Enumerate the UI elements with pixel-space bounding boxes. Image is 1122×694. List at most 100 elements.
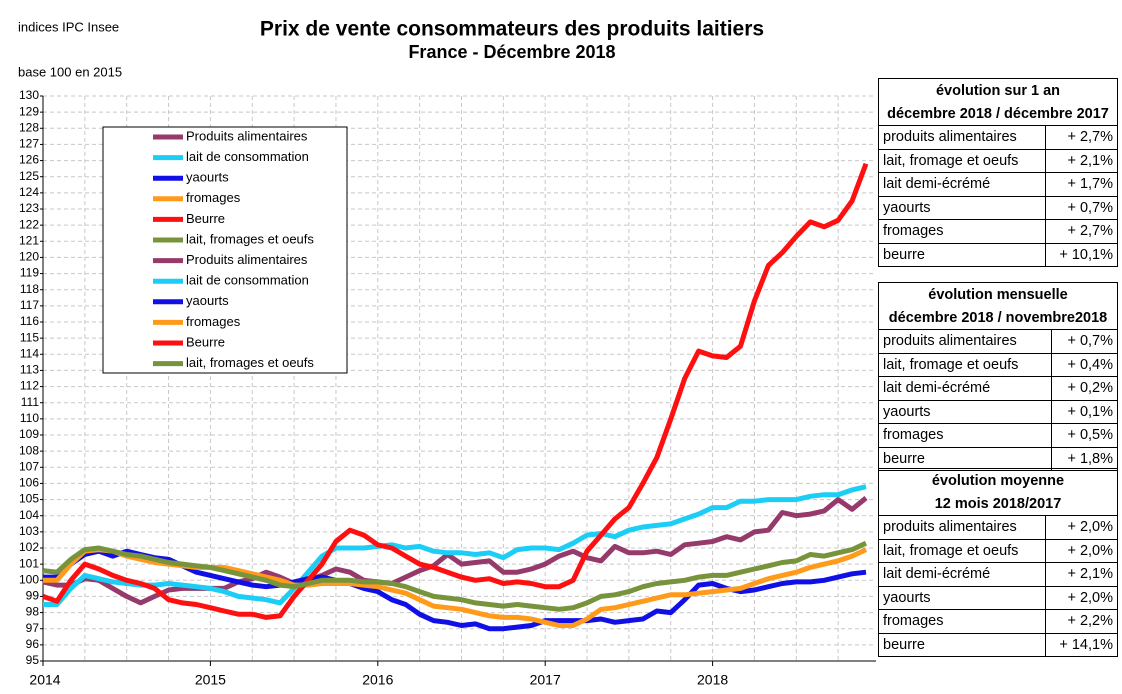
table-label: fromages <box>877 423 1053 448</box>
legend-label: fromages <box>186 314 241 329</box>
y-tick-label: 101 <box>19 556 39 570</box>
y-tick-label: 121 <box>19 233 39 247</box>
y-tick-label: 116 <box>20 314 39 328</box>
y-tick-label: 130 <box>19 88 39 102</box>
summary-table: évolution sur 1 an décembre 2018 / décemb… <box>878 78 1119 267</box>
table-label: produits alimentaires <box>878 125 1046 150</box>
legend-label: Beurre <box>186 211 225 226</box>
table-value: + 1,8% <box>1051 446 1118 471</box>
y-tick-label: 95 <box>26 653 40 667</box>
y-tick-label: 97 <box>26 621 40 635</box>
x-tick-label: 2015 <box>195 672 226 688</box>
table-label: lait demi-écrémé <box>878 172 1046 197</box>
y-tick-label: 96 <box>26 637 40 651</box>
y-tick-label: 119 <box>20 266 39 280</box>
table-value: + 10,1% <box>1044 242 1119 267</box>
legend-label: lait de consommation <box>186 273 309 288</box>
table-value: + 2,1% <box>1044 148 1119 173</box>
table-label: fromages <box>878 219 1046 244</box>
table-value: + 2,7% <box>1044 125 1119 150</box>
table-header: évolution moyenne <box>931 472 1065 489</box>
legend-label: yaourts <box>186 293 229 308</box>
legend-label: yaourts <box>186 170 229 185</box>
table-value: + 1,7% <box>1044 172 1119 197</box>
source: indices IPC Insee <box>18 19 119 34</box>
table-label: beurre <box>878 242 1046 267</box>
y-tick-label: 125 <box>19 169 39 183</box>
table-value: + 2,0% <box>1044 538 1119 563</box>
y-tick-label: 113 <box>20 363 39 377</box>
legend-label: lait de consommation <box>186 149 309 164</box>
chart-subtitle: France - Décembre 2018 <box>408 42 615 62</box>
y-tick-label: 115 <box>20 330 39 344</box>
y-tick-label: 105 <box>19 492 39 506</box>
table-value: + 14,1% <box>1044 632 1119 657</box>
y-tick-label: 122 <box>19 217 39 231</box>
legend-label: lait, fromages et oeufs <box>186 231 314 246</box>
y-tick-label: 127 <box>19 137 39 151</box>
y-tick-label: 100 <box>19 572 39 586</box>
table-value: + 2,0% <box>1044 515 1119 540</box>
table-header: 12 mois 2018/2017 <box>878 492 1118 516</box>
base-note: base 100 en 2015 <box>18 64 122 79</box>
table-value: + 0,7% <box>1051 329 1118 354</box>
y-tick-label: 102 <box>19 540 39 554</box>
series-line <box>42 496 868 606</box>
table-label: fromages <box>878 609 1046 634</box>
table-header: évolution mensuelle <box>928 286 1068 303</box>
table-label: produits alimentaires <box>877 329 1053 354</box>
y-tick-label: 111 <box>21 395 40 409</box>
table-header: évolution sur 1 an <box>935 82 1061 99</box>
series-line <box>43 484 867 607</box>
table-label: produits alimentaires <box>878 515 1046 540</box>
y-tick-label: 118 <box>20 282 39 296</box>
legend-label: lait, fromages et oeufs <box>186 355 314 370</box>
summary-table: évolution moyenne 12 mois 2018/2017 produi… <box>878 468 1119 657</box>
y-tick-label: 123 <box>19 201 39 215</box>
table-label: lait, fromage et oeufs <box>877 352 1053 377</box>
y-tick-label: 124 <box>19 185 39 199</box>
table-value: + 2,1% <box>1044 562 1119 587</box>
y-tick-label: 110 <box>20 411 39 425</box>
table-value: + 2,2% <box>1044 609 1119 634</box>
table-label: yaourts <box>878 585 1046 610</box>
y-tick-label: 99 <box>26 589 40 603</box>
y-tick-label: 106 <box>19 476 39 490</box>
y-tick-label: 112 <box>20 379 39 393</box>
series-line <box>42 162 869 620</box>
summary-table: évolution mensuelle décembre 2018 / novem… <box>877 282 1118 471</box>
y-tick-label: 103 <box>19 524 39 538</box>
table-header: décembre 2018 / décembre 2017 <box>878 102 1118 126</box>
y-tick-label: 117 <box>20 298 39 312</box>
legend-label: fromages <box>186 190 241 205</box>
legend-label: Produits alimentaires <box>186 252 308 267</box>
y-tick-label: 126 <box>19 153 39 167</box>
x-tick-label: 2016 <box>362 672 393 688</box>
chart-title: Prix de vente consommateurs des produits… <box>260 18 764 41</box>
x-tick-label: 2018 <box>697 672 728 688</box>
table-value: + 0,5% <box>1051 423 1118 448</box>
y-tick-label: 108 <box>19 443 39 457</box>
y-tick-label: 98 <box>26 605 40 619</box>
table-value: + 2,0% <box>1044 585 1119 610</box>
table-label: lait demi-écrémé <box>877 376 1053 401</box>
y-tick-label: 109 <box>19 427 39 441</box>
series-line <box>42 540 868 612</box>
table-label: yaourts <box>878 195 1046 220</box>
table-label: yaourts <box>877 399 1053 424</box>
y-tick-label: 120 <box>19 250 39 264</box>
y-tick-label: 107 <box>19 459 39 473</box>
x-tick-label: 2014 <box>29 672 60 688</box>
table-label: lait demi-écrémé <box>878 562 1046 587</box>
legend-label: Beurre <box>186 334 225 349</box>
y-tick-label: 104 <box>19 508 39 522</box>
table-label: beurre <box>878 632 1046 657</box>
table-label: lait, fromage et oeufs <box>878 538 1046 563</box>
table-value: + 0,1% <box>1051 399 1118 424</box>
table-header: décembre 2018 / novembre2018 <box>878 306 1118 330</box>
table-label: lait, fromage et oeufs <box>878 148 1046 173</box>
legend-box <box>102 126 348 374</box>
y-tick-label: 114 <box>20 346 39 360</box>
table-value: + 0,7% <box>1044 195 1119 220</box>
